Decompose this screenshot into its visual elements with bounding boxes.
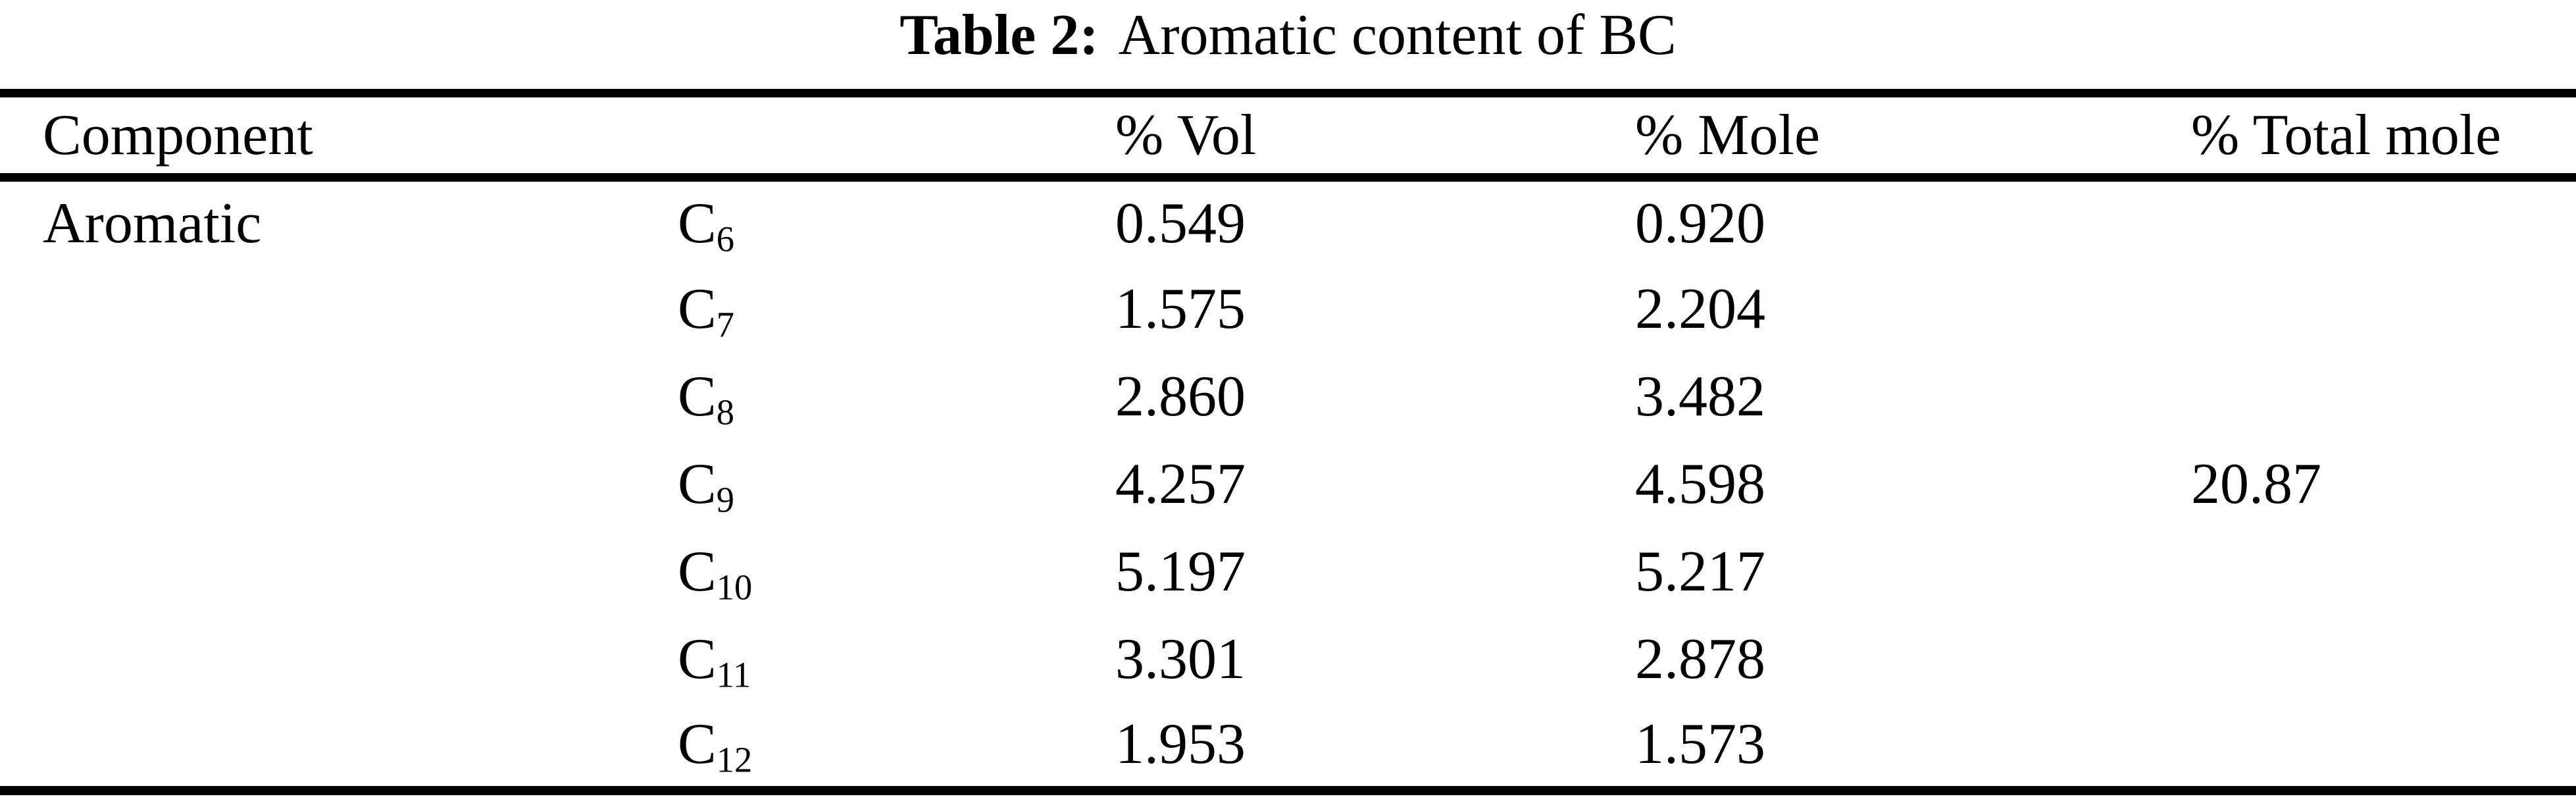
table-caption-label: Table 2:	[899, 3, 1099, 67]
table-row: C9 4.257 4.598 20.87	[0, 440, 2576, 528]
total-mole-cell	[2191, 528, 2576, 615]
header-component: Component	[43, 103, 313, 167]
total-mole-cell	[2191, 703, 2576, 791]
mole-cell: 2.878	[1635, 627, 1765, 691]
vol-cell: 5.197	[1115, 539, 1246, 604]
species-symbol: C	[678, 276, 717, 341]
component-group-cell	[0, 703, 678, 791]
component-group-cell	[0, 528, 678, 615]
total-mole-cell	[2191, 178, 2576, 265]
component-group-cell	[0, 265, 678, 353]
table-row: C7 1.575 2.204	[0, 265, 2576, 353]
vol-cell: 3.301	[1115, 627, 1246, 691]
mole-cell: 0.920	[1635, 191, 1765, 255]
total-mole-cell	[2191, 265, 2576, 353]
mole-cell: 1.573	[1635, 712, 1765, 776]
species-subscript: 8	[716, 392, 734, 432]
vol-cell: 2.860	[1115, 364, 1246, 429]
component-group-cell	[0, 353, 678, 440]
vol-cell: 0.549	[1115, 191, 1246, 255]
species-symbol: C	[678, 364, 717, 429]
species-subscript: 12	[716, 739, 753, 780]
table-row: Aromatic C6 0.549 0.920	[0, 178, 2576, 265]
table-row: C8 2.860 3.482	[0, 353, 2576, 440]
species-symbol: C	[678, 627, 717, 691]
species-subscript: 11	[716, 654, 751, 695]
species-cell: C12	[678, 703, 1115, 791]
species-symbol: C	[678, 539, 717, 604]
species-subscript: 9	[716, 479, 734, 520]
table-header-row: Component % Vol % Mole % Total mole	[0, 93, 2576, 178]
component-group-cell	[0, 615, 678, 703]
table-caption-text: Aromatic content of BC	[1118, 3, 1677, 67]
component-group-cell	[0, 440, 678, 528]
header-vol: % Vol	[1115, 103, 1257, 167]
species-subscript: 10	[716, 567, 753, 608]
mole-cell: 3.482	[1635, 364, 1765, 429]
species-symbol: C	[678, 452, 717, 516]
species-symbol: C	[678, 712, 717, 776]
species-cell: C11	[678, 615, 1115, 703]
table-caption: Table 2: Aromatic content of BC	[0, 0, 2576, 65]
total-mole-cell	[2191, 615, 2576, 703]
species-symbol: C	[678, 191, 717, 255]
mole-cell: 2.204	[1635, 276, 1765, 341]
vol-cell: 4.257	[1115, 452, 1246, 516]
species-cell: C8	[678, 353, 1115, 440]
vol-cell: 1.953	[1115, 712, 1246, 776]
species-cell: C10	[678, 528, 1115, 615]
header-mole: % Mole	[1635, 103, 1821, 167]
species-cell: C6	[678, 178, 1115, 265]
aromatic-content-table: Component % Vol % Mole % Total mole Arom…	[0, 89, 2576, 795]
table-row: C11 3.301 2.878	[0, 615, 2576, 703]
species-cell: C7	[678, 265, 1115, 353]
total-mole-cell: 20.87	[2191, 452, 2321, 516]
species-cell: C9	[678, 440, 1115, 528]
species-subscript: 7	[716, 304, 734, 345]
total-mole-cell	[2191, 353, 2576, 440]
mole-cell: 5.217	[1635, 539, 1765, 604]
mole-cell: 4.598	[1635, 452, 1765, 516]
species-subscript: 6	[716, 219, 734, 259]
table-row: C10 5.197 5.217	[0, 528, 2576, 615]
header-total-mole: % Total mole	[2191, 103, 2502, 167]
vol-cell: 1.575	[1115, 276, 1246, 341]
component-group-cell: Aromatic	[43, 191, 262, 255]
table-row: C12 1.953 1.573	[0, 703, 2576, 791]
